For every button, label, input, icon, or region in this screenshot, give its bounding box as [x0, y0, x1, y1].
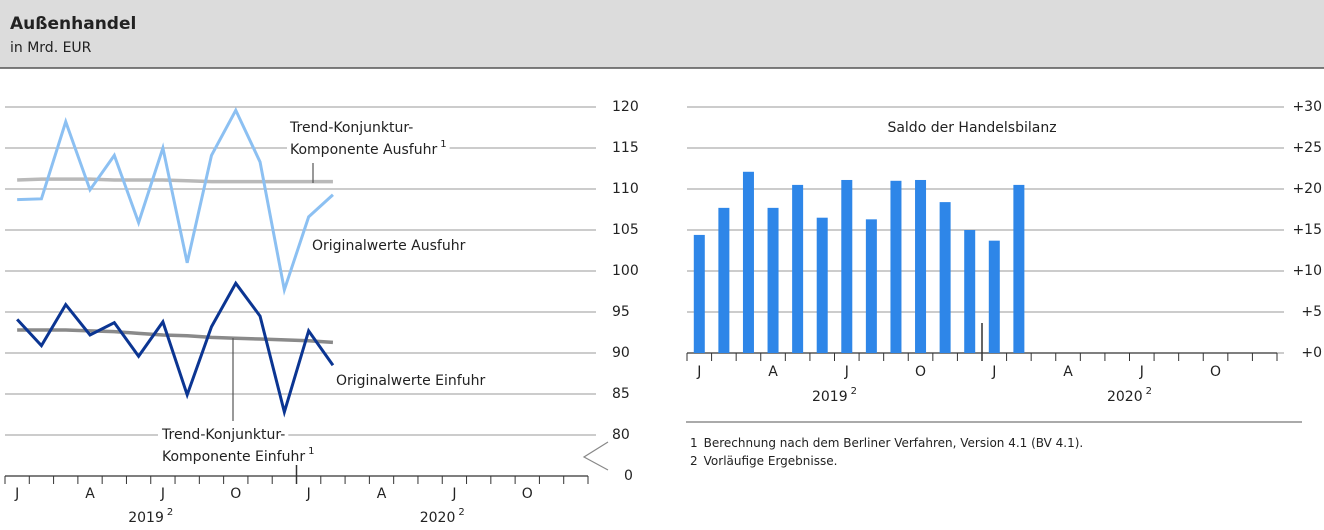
y-tick-label: +25: [1292, 140, 1322, 156]
footnote-ref: 2: [851, 386, 857, 397]
footnote-ref: 2: [167, 507, 173, 518]
bar: [1013, 184, 1025, 353]
label-bg: [286, 120, 417, 136]
label-bg: [287, 139, 450, 158]
bar: [767, 207, 779, 353]
y-tick-label: +30: [1292, 99, 1322, 115]
y-tick-label: +20: [1292, 181, 1322, 197]
bar: [865, 219, 877, 353]
label-bg: [158, 427, 289, 443]
footnote-ref: 1: [308, 446, 314, 457]
series-label: Trend-Konjunktur-: [289, 120, 413, 136]
series-label: Trend-Konjunktur-: [161, 427, 285, 443]
x-group-label: 2020 2: [1107, 386, 1152, 405]
x-group-text: 2020: [420, 510, 456, 526]
footnote-ref: 1: [440, 139, 446, 150]
bar: [939, 202, 951, 353]
bar: [841, 179, 853, 353]
x-group-label: 2020 2: [420, 507, 465, 526]
bar: [964, 230, 976, 353]
bar: [915, 179, 927, 353]
bar: [742, 171, 754, 353]
bar: [792, 184, 804, 353]
y-tick-label: 120: [612, 99, 639, 115]
footnote-number: 1: [690, 436, 698, 450]
x-tick-label: J: [1139, 364, 1144, 380]
bar: [988, 240, 1000, 353]
series-label-text: Originalwerte Ausfuhr: [312, 238, 466, 254]
y-tick-label: +5: [1301, 304, 1322, 320]
x-tick-label: J: [160, 486, 165, 502]
footnote-text: Berechnung nach dem Berliner Verfahren, …: [704, 436, 1084, 450]
series-label: Originalwerte Ausfuhr: [312, 238, 466, 254]
x-tick-label: A: [85, 486, 95, 502]
x-tick-label: A: [377, 486, 387, 502]
x-tick-label: O: [915, 364, 926, 380]
bar: [718, 207, 730, 353]
y-tick-label: +10: [1292, 263, 1322, 279]
x-group-text: 2020: [1107, 389, 1143, 405]
x-tick-label: J: [14, 486, 19, 502]
y-tick-label: +0: [1301, 345, 1322, 361]
footnote-ref: 2: [1146, 386, 1152, 397]
y-tick-label: 100: [612, 263, 639, 279]
x-tick-label: A: [768, 364, 778, 380]
footnote-number: 2: [690, 454, 698, 468]
series-label-text: Komponente Ausfuhr: [290, 142, 437, 158]
bar: [693, 234, 705, 353]
y-tick-label: 80: [612, 427, 630, 443]
y-tick-label: 0: [624, 468, 633, 484]
y-tick-label: 105: [612, 222, 639, 238]
y-tick-label: 85: [612, 386, 630, 402]
header-band: [0, 0, 1324, 68]
y-tick-label: +15: [1292, 222, 1322, 238]
footnote: 2 Vorläufige Ergebnisse.: [690, 454, 837, 468]
footnotes: 1 Berechnung nach dem Berliner Verfahren,…: [690, 436, 1083, 468]
series-label: Originalwerte Einfuhr: [336, 373, 485, 389]
footnote-text: Vorläufige Ergebnisse.: [704, 454, 838, 468]
series-label: Komponente Ausfuhr 1: [290, 139, 447, 158]
bar: [816, 217, 828, 353]
x-group-text: 2019: [128, 510, 164, 526]
label-bg: [333, 373, 489, 389]
label-bg: [309, 238, 469, 254]
subtitle: in Mrd. EUR: [10, 40, 92, 56]
y-tick-label: 90: [612, 345, 630, 361]
series-line: [17, 328, 334, 345]
x-tick-label: O: [230, 486, 241, 502]
series-label-text: Trend-Konjunktur-: [161, 427, 285, 443]
axis-break: [582, 441, 609, 471]
x-tick-label: J: [844, 364, 849, 380]
x-tick-label: O: [522, 486, 533, 502]
x-tick-label: J: [451, 486, 456, 502]
x-tick-label: J: [991, 364, 996, 380]
x-tick-label: A: [1063, 364, 1073, 380]
y-tick-label: 110: [612, 181, 639, 197]
series-line: [17, 106, 334, 296]
label-bg: [159, 446, 318, 465]
x-tick-label: J: [306, 486, 311, 502]
bar: [890, 180, 902, 353]
series-label-text: Trend-Konjunktur-: [289, 120, 413, 136]
chart-title: Saldo der Handelsbilanz: [887, 120, 1056, 136]
x-group-label: 2019 2: [812, 386, 857, 405]
series-label-text: Komponente Einfuhr: [162, 449, 305, 465]
y-tick-label: 115: [612, 140, 639, 156]
x-group-text: 2019: [812, 389, 848, 405]
x-group-label: 2019 2: [128, 507, 173, 526]
series-label: Komponente Einfuhr 1: [162, 446, 314, 465]
footnote-ref: 2: [458, 507, 464, 518]
footnote: 1 Berechnung nach dem Berliner Verfahren,…: [690, 436, 1083, 450]
x-tick-label: O: [1210, 364, 1221, 380]
series-label-text: Originalwerte Einfuhr: [336, 373, 485, 389]
x-tick-label: J: [696, 364, 701, 380]
y-tick-label: 95: [612, 304, 630, 320]
series-line: [17, 177, 333, 184]
title: Außenhandel: [10, 14, 136, 34]
series-line: [16, 280, 335, 418]
